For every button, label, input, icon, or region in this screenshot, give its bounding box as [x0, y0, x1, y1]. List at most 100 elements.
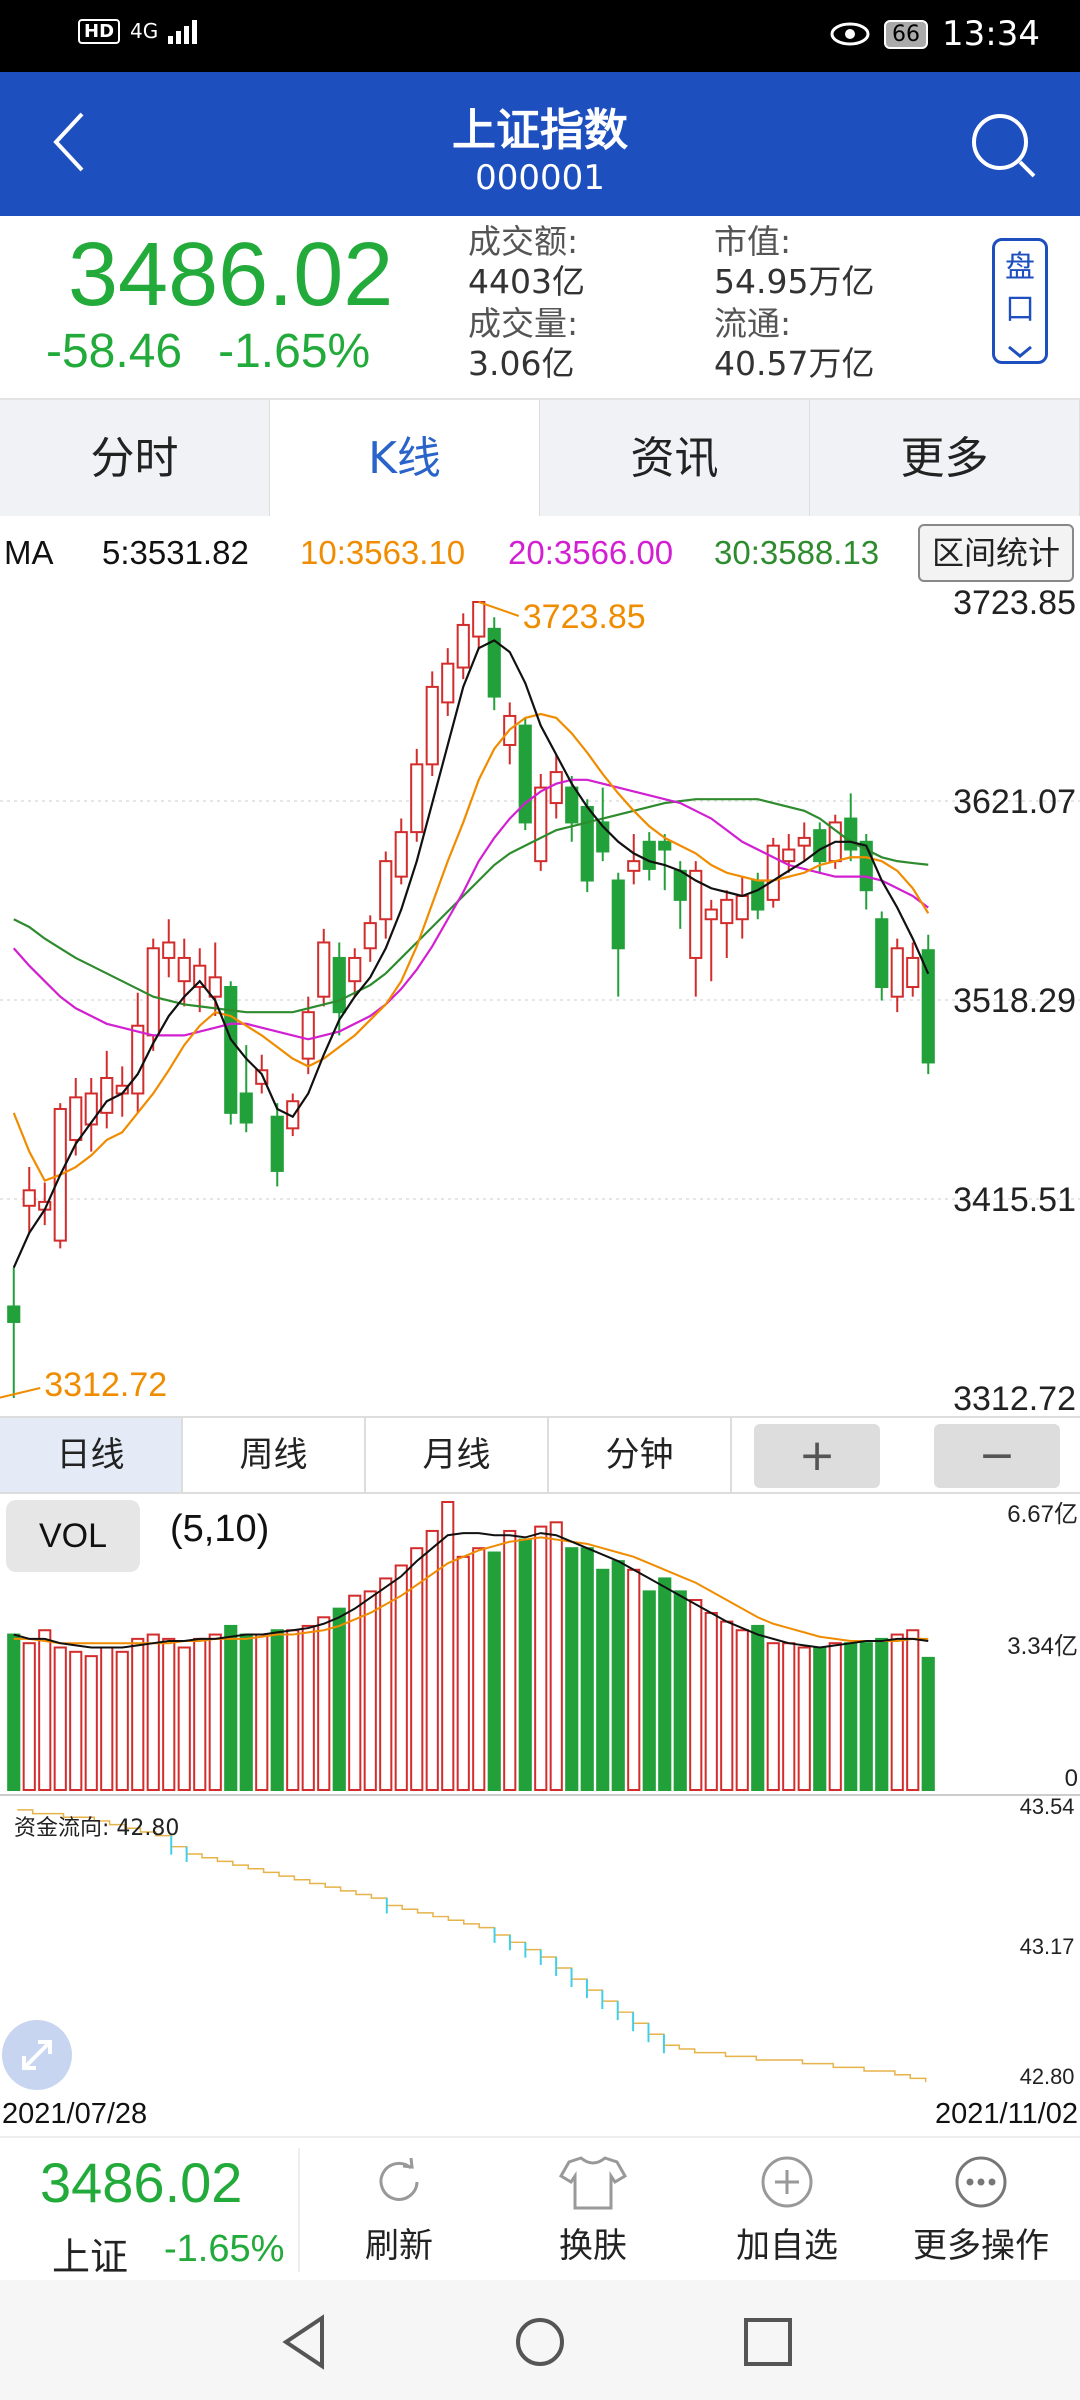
y-tick-label: 3723.85: [953, 586, 1076, 622]
volume-bar: [332, 1607, 346, 1791]
vol-indicator-button[interactable]: VOL: [6, 1500, 140, 1572]
bottom-price: 3486.02: [40, 2151, 243, 2214]
zoom-out-button[interactable]: −: [934, 1424, 1060, 1488]
volume-bar: [193, 1637, 207, 1791]
candle-body: [735, 895, 749, 921]
ma5-line: [12, 639, 930, 1269]
period-minute[interactable]: 分钟: [549, 1418, 732, 1492]
candle-body: [301, 1011, 315, 1060]
tab-news[interactable]: 资讯: [540, 400, 810, 516]
bottom-index-name: 上证: [52, 2235, 129, 2279]
candle-body: [859, 840, 873, 892]
add-circle-icon: [761, 2156, 813, 2208]
candle-body: [239, 1092, 253, 1124]
candle-body: [193, 964, 207, 988]
candle-body: [720, 898, 734, 925]
candle-body: [84, 1092, 98, 1126]
refresh-button[interactable]: 刷新: [304, 2152, 494, 2278]
clock: 13:34: [942, 14, 1040, 54]
stock-code: 000001: [475, 158, 605, 198]
candle-body: [7, 1305, 21, 1323]
quote-panel: 3486.02 -58.46 -1.65% 成交额: 4403亿 成交量: 3.…: [0, 216, 1080, 394]
volume-bar: [611, 1560, 625, 1791]
volume-bar: [53, 1646, 67, 1791]
more-actions-button[interactable]: 更多操作: [886, 2152, 1076, 2278]
fund-flow-chart[interactable]: 43.54 43.17 42.80: [0, 1794, 1080, 2092]
ma20-line: [12, 778, 929, 1041]
candle-body: [177, 956, 191, 983]
candle-body: [146, 947, 160, 1037]
candle-body: [162, 941, 176, 959]
date-start: 2021/07/28: [2, 2098, 148, 2130]
volume-bar: [115, 1650, 129, 1791]
zoom-in-button[interactable]: +: [754, 1424, 880, 1488]
volume-bar: [751, 1624, 765, 1791]
float-label: 流通:: [714, 304, 792, 343]
volume-bar: [239, 1633, 253, 1791]
period-tabs: 日线 周线 月线 分钟 + −: [0, 1416, 1080, 1494]
refresh-label: 刷新: [365, 2226, 433, 2266]
tab-kline[interactable]: K线: [270, 400, 540, 516]
nav-home-icon[interactable]: [512, 2314, 568, 2370]
volume-bar: [503, 1529, 517, 1791]
kline-chart[interactable]: 3723.85 3621.07 3518.29 3415.51 3312.72 3723.…: [0, 586, 1080, 1416]
volume-bar: [921, 1656, 935, 1791]
interval-stats-button[interactable]: 区间统计: [918, 524, 1074, 582]
candle-body: [673, 869, 687, 901]
period-day[interactable]: 日线: [0, 1418, 183, 1492]
volume-bar: [782, 1642, 796, 1791]
low-marker-label: 3312.72: [44, 1366, 167, 1404]
candle-body: [875, 918, 889, 988]
candle-body: [580, 805, 594, 882]
tab-timeshare[interactable]: 分时: [0, 400, 270, 516]
candle-body: [410, 763, 424, 834]
candle-body: [317, 941, 331, 998]
skin-button[interactable]: 换肤: [498, 2152, 688, 2278]
candle-body: [441, 662, 455, 704]
price-change: -58.46 -1.65%: [46, 324, 370, 379]
volume-bar: [689, 1599, 703, 1791]
add-watchlist-button[interactable]: 加自选: [692, 2152, 882, 2278]
volume-bar: [596, 1568, 610, 1792]
tab-more[interactable]: 更多: [810, 400, 1080, 516]
search-icon[interactable]: [964, 106, 1044, 186]
float-stat: 流通: 40.57万亿: [714, 304, 874, 384]
volume-bar: [301, 1624, 315, 1791]
float-value: 40.57万亿: [714, 344, 875, 383]
page-title: 上证指数: [452, 105, 628, 156]
candle-body: [456, 623, 470, 669]
nav-recent-icon[interactable]: [742, 2316, 794, 2368]
volume-bar: [735, 1629, 749, 1791]
add-watchlist-label: 加自选: [736, 2226, 838, 2266]
fund-flow-line: [17, 1809, 927, 2083]
volume-bar: [534, 1525, 548, 1791]
expand-button[interactable]: [2, 2020, 72, 2090]
volume-chart[interactable]: 6.67亿 3.34亿 0: [0, 1494, 1080, 1794]
volume-bar: [162, 1637, 176, 1791]
candle-body: [69, 1096, 83, 1141]
candle-body: [689, 869, 703, 959]
ma-legend: MA 5:3531.82 10:3563.10 20:3566.00 30:35…: [0, 520, 1080, 586]
volume-bar: [410, 1547, 424, 1792]
volume-bar: [255, 1633, 269, 1791]
candle-body: [100, 1076, 114, 1114]
candle-body: [596, 821, 610, 853]
vol-y-tick-label: 3.34亿: [1007, 1633, 1078, 1660]
volume-bar: [270, 1629, 284, 1791]
candle-body: [782, 848, 796, 863]
nav-back-icon[interactable]: [280, 2314, 330, 2370]
pankou-button[interactable]: 盘口: [992, 238, 1048, 364]
main-tabs: 分时 K线 资讯 更多: [0, 398, 1080, 516]
volume-bar: [38, 1629, 52, 1791]
period-month[interactable]: 月线: [366, 1418, 549, 1492]
ma30-line: [13, 798, 929, 1014]
candle-body: [363, 922, 377, 950]
period-week[interactable]: 周线: [183, 1418, 366, 1492]
volume-bar: [813, 1646, 827, 1791]
back-icon[interactable]: [40, 102, 100, 182]
expand-icon: [22, 2040, 52, 2070]
candle-body: [518, 724, 532, 824]
volume-bar: [286, 1629, 300, 1791]
turnover-value: 4403亿: [468, 262, 585, 301]
divider: [298, 2148, 300, 2272]
